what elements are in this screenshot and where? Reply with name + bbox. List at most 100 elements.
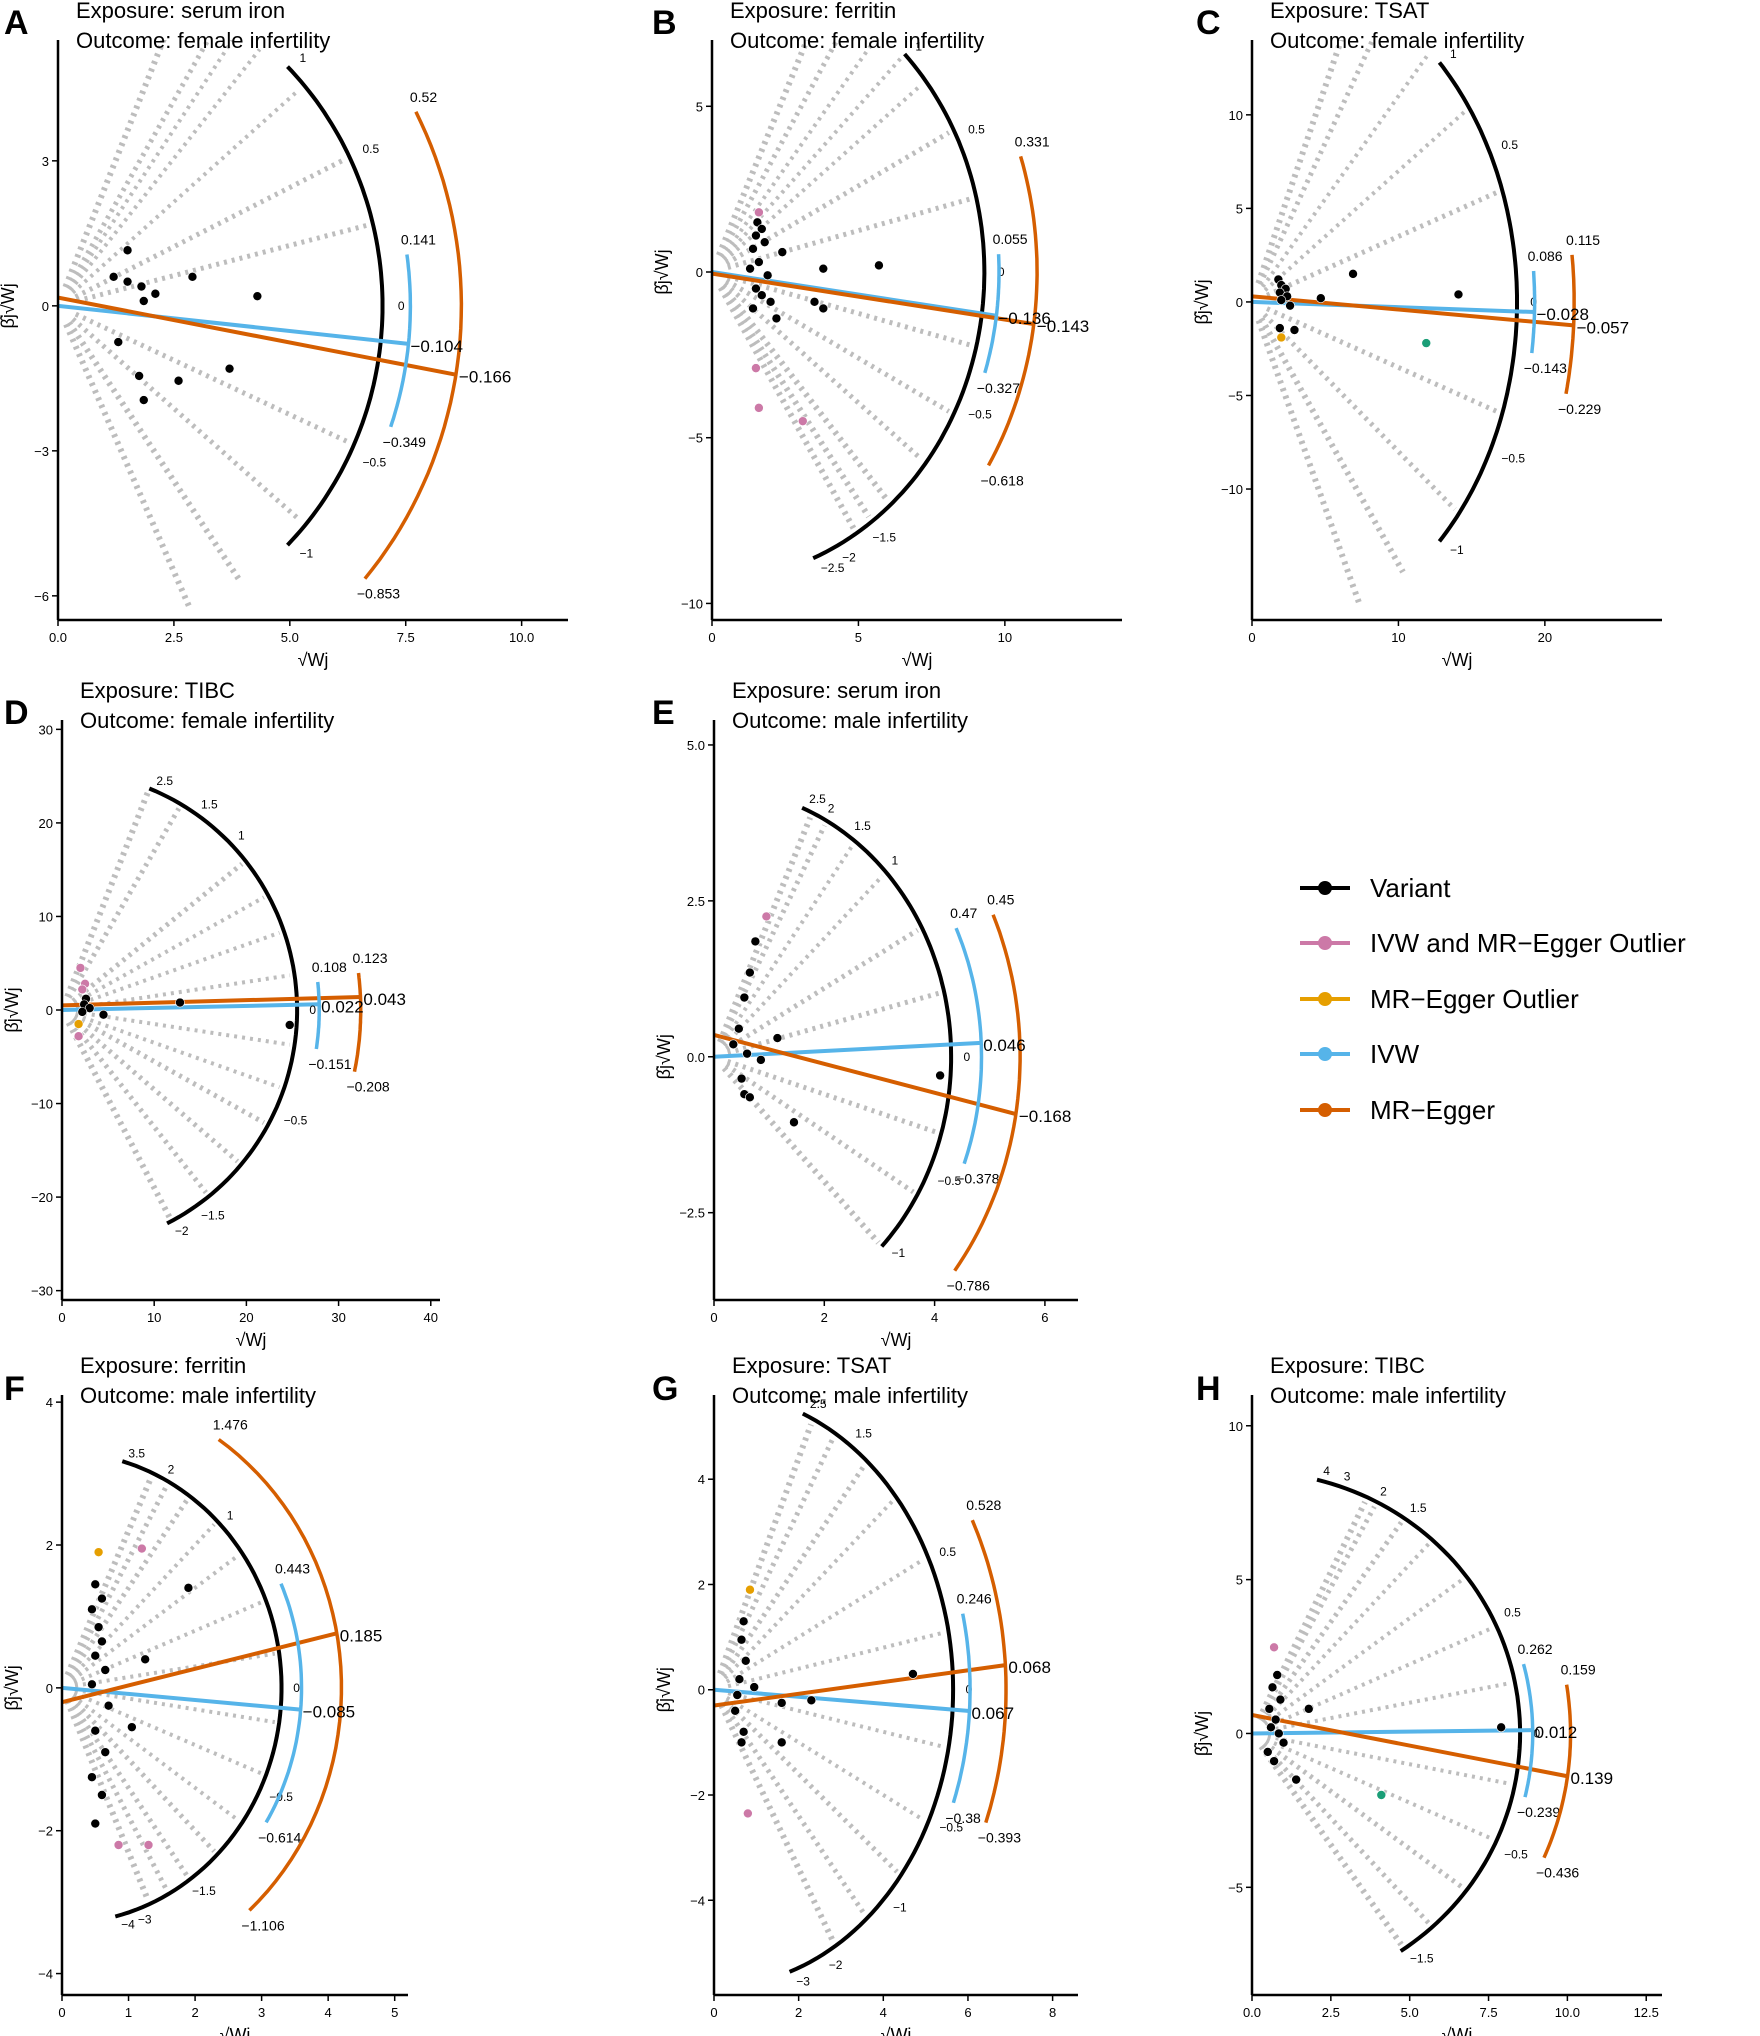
ivw-ci-lower-label: −0.327 [977, 380, 1020, 396]
data-point [137, 1544, 146, 1553]
y-tick-label: −6 [34, 589, 49, 604]
y-tick-label: −10 [681, 596, 703, 611]
x-tick-label: 5.0 [1401, 2005, 1419, 2020]
scale-tick-label: 3 [1344, 1470, 1351, 1484]
data-point [819, 264, 828, 273]
data-point [760, 238, 769, 247]
data-point [1270, 1757, 1279, 1766]
scale-tick-label: −1 [892, 1246, 906, 1260]
egger-ci-upper-label: 0.115 [1566, 232, 1600, 248]
ivw-ci-upper-label: 0.055 [993, 231, 1028, 247]
y-tick-label: 0 [696, 265, 703, 280]
data-point [1316, 294, 1325, 303]
egger-ci-upper-label: 0.52 [410, 89, 437, 105]
exposure-title: Exposure: ferritin [730, 0, 896, 23]
data-point [123, 277, 132, 286]
data-point [739, 1727, 748, 1736]
y-axis-title: β̂j√Wj [2, 987, 22, 1032]
data-point [1268, 1683, 1277, 1692]
scale-tick-label: 1.5 [1410, 1501, 1427, 1515]
x-tick-label: 2.5 [165, 630, 183, 645]
x-tick-label: 1 [125, 2005, 132, 2020]
data-point [141, 1655, 150, 1664]
data-point [127, 1723, 136, 1732]
y-axis-title: β̂j√Wj [1192, 1711, 1212, 1756]
data-point [78, 1007, 87, 1016]
scale-tick-label: −0.5 [1501, 452, 1525, 466]
data-point [97, 1791, 106, 1800]
x-tick-label: 20 [239, 1310, 253, 1325]
x-tick-label: 0.0 [1243, 2005, 1261, 2020]
y-tick-label: −5 [1228, 388, 1243, 403]
scale-tick-label: −0.5 [1504, 1848, 1528, 1862]
legend-swatch-ivw [1318, 1047, 1332, 1061]
exposure-title: Exposure: ferritin [80, 1353, 246, 1378]
x-tick-label: 5 [855, 630, 862, 645]
egger-estimate-label: 0.185 [340, 1626, 383, 1645]
scale-tick-label: 1.5 [854, 819, 871, 833]
x-tick-label: 10.0 [509, 630, 534, 645]
y-axis-title: β̂j√Wj [0, 283, 18, 328]
egger-estimate-label: 0.139 [1571, 1769, 1614, 1788]
data-point [729, 1040, 738, 1049]
egger-ci-lower-label: −0.853 [357, 586, 400, 602]
data-point [76, 963, 85, 972]
scale-tick-label: −2.5 [821, 561, 845, 575]
outcome-title: Outcome: female infertility [80, 708, 334, 733]
egger-estimate-label: −0.143 [1037, 317, 1089, 336]
x-tick-label: 10 [147, 1310, 161, 1325]
data-point [936, 1071, 945, 1080]
x-axis-title: √Wj [881, 1330, 912, 1350]
egger-ci-upper-label: 0.45 [987, 892, 1014, 908]
scale-tick-label: 3.5 [128, 1446, 145, 1460]
x-tick-label: 20 [1538, 630, 1552, 645]
data-point [908, 1669, 917, 1678]
data-point [1277, 296, 1286, 305]
exposure-title: Exposure: serum iron [732, 678, 941, 703]
data-point [1275, 324, 1284, 333]
outcome-title: Outcome: female infertility [76, 28, 330, 53]
data-point [123, 246, 132, 255]
legend-label-ivw: IVW [1370, 1039, 1420, 1069]
y-tick-label: −20 [31, 1190, 53, 1205]
y-tick-label: 2 [46, 1538, 53, 1553]
data-point [749, 304, 758, 313]
scale-tick-label: 2 [168, 1463, 175, 1477]
outcome-title: Outcome: male infertility [80, 1383, 316, 1408]
x-axis-title: √Wj [236, 1330, 267, 1350]
data-point [1454, 290, 1463, 299]
data-point [810, 297, 819, 306]
ivw-ci-upper-label: 0.246 [957, 1591, 992, 1607]
data-point [1277, 333, 1286, 342]
x-tick-label: 30 [331, 1310, 345, 1325]
panel-letter: F [4, 1370, 25, 1408]
data-point [1377, 1791, 1386, 1800]
data-point [97, 1594, 106, 1603]
outcome-title: Outcome: male infertility [732, 708, 968, 733]
data-point [91, 1726, 100, 1735]
x-tick-label: 8 [1049, 2005, 1056, 2020]
x-tick-label: 2.5 [1322, 2005, 1340, 2020]
scale-tick-label: 2.5 [156, 774, 173, 788]
legend-label-ivw-egger-outlier: IVW and MR−Egger Outlier [1370, 928, 1686, 958]
x-axis-title: √Wj [902, 650, 933, 670]
x-tick-label: 3 [258, 2005, 265, 2020]
exposure-title: Exposure: TSAT [1270, 0, 1429, 23]
data-point [772, 314, 781, 323]
data-point [750, 1683, 759, 1692]
y-tick-label: −2 [690, 1788, 705, 1803]
scale-tick-label: 1 [892, 854, 899, 868]
data-point [1304, 1704, 1313, 1713]
scale-tick-label: 2 [828, 802, 835, 816]
scale-tick-label: 1 [300, 51, 307, 65]
exposure-title: Exposure: TIBC [1270, 1353, 1425, 1378]
scale-tick-label: −1.5 [192, 1884, 216, 1898]
egger-ci-lower-label: −0.229 [1558, 401, 1601, 417]
data-point [1349, 269, 1358, 278]
egger-ci-upper-label: 0.123 [352, 950, 387, 966]
scale-tick-label: −1 [1450, 543, 1464, 557]
data-point [1265, 1704, 1274, 1713]
scale-tick-label: 2 [1380, 1484, 1387, 1498]
scale-tick-label: −4 [121, 1918, 135, 1932]
x-tick-label: 2 [191, 2005, 198, 2020]
